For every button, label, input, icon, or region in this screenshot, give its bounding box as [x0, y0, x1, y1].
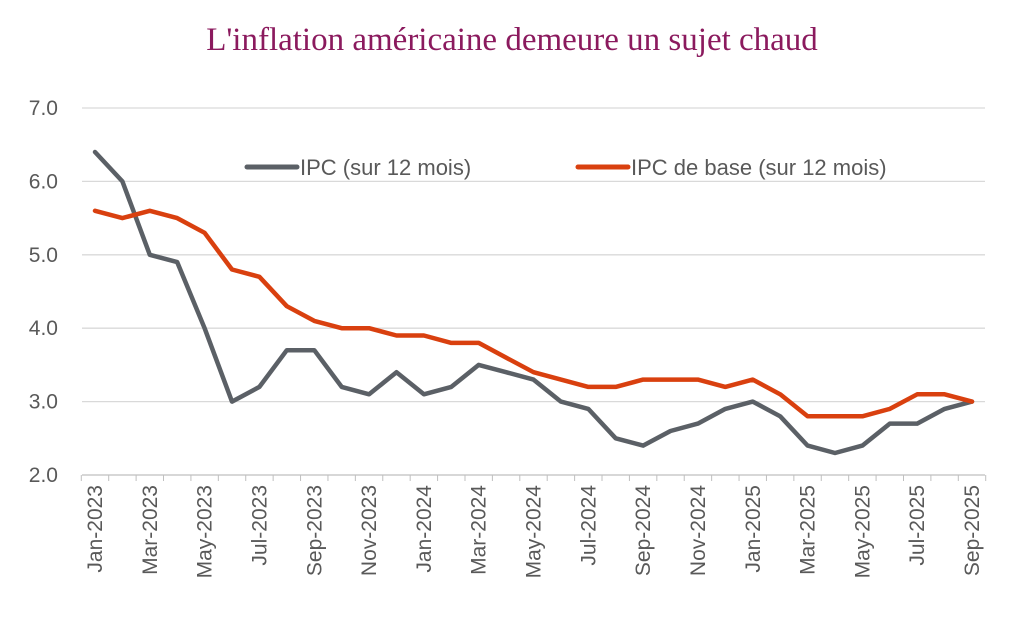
x-tick-label: Jan-2023: [84, 485, 107, 573]
y-tick-label: 3.0: [29, 391, 58, 414]
x-tick-label: Sep-2025: [961, 485, 984, 576]
x-tick-label: Nov-2024: [687, 485, 710, 576]
y-tick-label: 4.0: [29, 317, 58, 340]
x-tick-label: Jan-2024: [413, 485, 436, 573]
x-tick-label: Jul-2024: [577, 485, 600, 566]
y-tick-label: 2.0: [29, 464, 58, 487]
legend-label: IPC de base (sur 12 mois): [631, 155, 887, 180]
x-tick-label: Nov-2023: [358, 485, 381, 576]
legend-label: IPC (sur 12 mois): [300, 155, 471, 180]
x-tick-label: Sep-2024: [632, 485, 655, 576]
x-tick-label: May-2025: [851, 485, 874, 578]
x-tick-label: Jul-2025: [906, 485, 929, 566]
y-tick-label: 6.0: [29, 170, 58, 193]
x-tick-label: Mar-2024: [468, 485, 491, 575]
x-tick-label: May-2024: [523, 485, 546, 579]
x-tick-label: Jul-2023: [248, 485, 271, 566]
y-tick-label: 5.0: [29, 244, 58, 267]
x-tick-label: May-2023: [194, 485, 217, 578]
series-line-ipc: [92, 149, 975, 456]
x-tick-label: Mar-2025: [797, 485, 820, 575]
y-tick-label: 7.0: [29, 97, 58, 120]
x-tick-label: Mar-2023: [139, 485, 162, 575]
chart-title: L'inflation américaine demeure un sujet …: [206, 22, 818, 58]
x-tick-label: Jan-2025: [742, 485, 765, 573]
x-tick-label: Sep-2023: [303, 485, 326, 576]
